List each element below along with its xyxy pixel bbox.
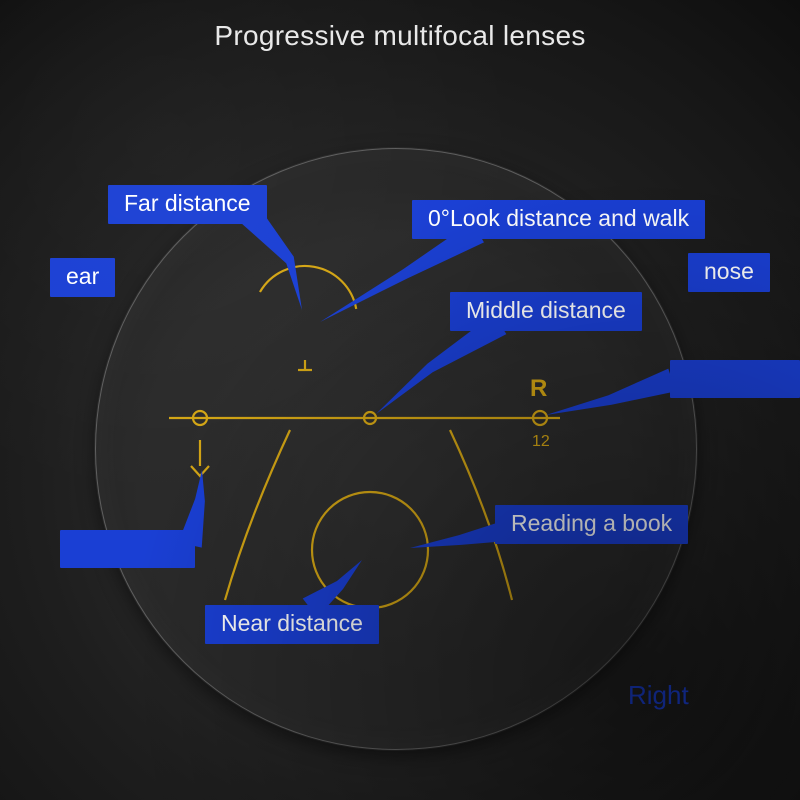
- mark-R-sub: 12: [532, 433, 550, 450]
- mark-top-arc: [260, 266, 356, 309]
- label-reading: Reading a book: [495, 505, 688, 544]
- label-near-distance: Near distance: [205, 605, 379, 644]
- label-middle-distance: Middle distance: [450, 292, 642, 331]
- label-far-distance: Far distance: [108, 185, 267, 224]
- mark-near-circle: [312, 492, 428, 608]
- label-ear: ear: [50, 258, 115, 297]
- label-nose: nose: [688, 253, 770, 292]
- label-look-distance: 0°Look distance and walk: [412, 200, 705, 239]
- mark-R-label: R: [530, 375, 547, 402]
- label-left-empty: [60, 530, 195, 568]
- mark-corridor-left: [225, 430, 290, 600]
- side-text-right: Right: [628, 680, 689, 711]
- mark-pin-head: [191, 466, 209, 476]
- label-right-empty: [670, 360, 800, 398]
- diagram-canvas: Progressive multifocal lenses R12 Far di…: [0, 0, 800, 800]
